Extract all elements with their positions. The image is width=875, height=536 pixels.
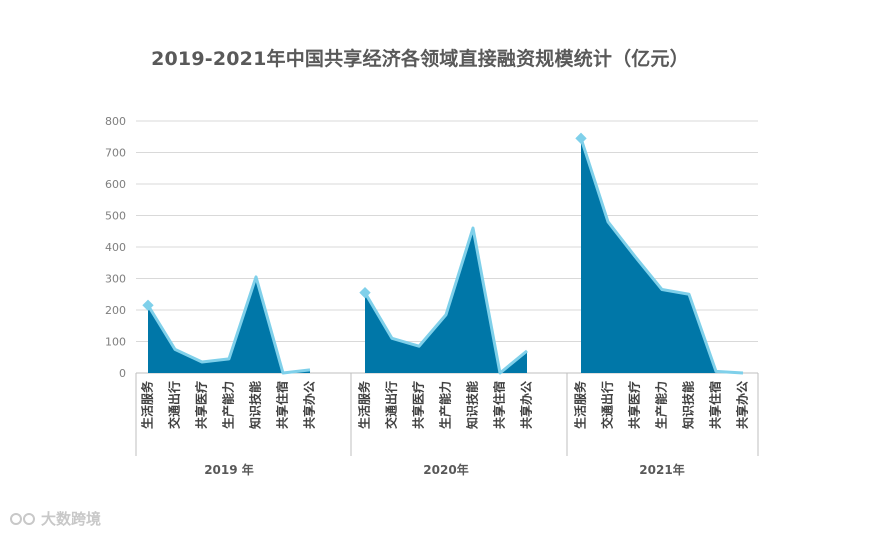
area-series-0	[148, 276, 310, 373]
chart-title: 2019-2021年中国共享经济各领域直接融资规模统计（亿元）	[151, 48, 689, 70]
data-marker	[575, 132, 587, 144]
y-tick-label: 200	[105, 304, 126, 317]
group-label: 2020年	[423, 462, 468, 477]
y-axis-ticks: 0 100 200 300 400 500 600 700 800	[105, 115, 126, 380]
category-label: 共享办公	[519, 381, 534, 429]
category-label: 生活服务	[573, 380, 588, 429]
category-label: 共享办公	[302, 381, 317, 429]
category-label: 生产能力	[221, 381, 236, 429]
category-label: 共享住宿	[492, 381, 507, 429]
category-label: 生产能力	[654, 381, 669, 429]
y-tick-label: 400	[105, 241, 126, 254]
group-label: 2021年	[639, 462, 684, 477]
category-label: 共享办公	[735, 381, 750, 429]
category-label: 生活服务	[140, 380, 155, 429]
category-label: 知识技能	[681, 381, 696, 430]
category-labels: 生活服务 交通出行 共享医疗 生产能力 知识技能 共享住宿 共享办公 生活服务 交通出行 共享医疗…	[140, 380, 750, 430]
category-label: 知识技能	[465, 381, 480, 430]
y-tick-label: 300	[105, 273, 126, 286]
category-label: 共享住宿	[275, 381, 290, 429]
category-label: 交通出行	[384, 381, 399, 429]
group-labels: 2019 年 2020年 2021年	[204, 462, 684, 477]
data-marker	[359, 287, 371, 299]
category-label: 交通出行	[600, 381, 615, 429]
area-outline-0	[146, 275, 311, 375]
category-label: 共享医疗	[411, 381, 426, 429]
y-tick-label: 0	[119, 367, 126, 380]
watermark: 大数跨境	[10, 508, 101, 529]
y-tick-label: 700	[105, 147, 126, 160]
area-outline-1	[363, 226, 528, 375]
area-outline-2	[579, 137, 744, 375]
y-tick-label: 800	[105, 115, 126, 128]
group-label: 2019 年	[204, 462, 254, 477]
category-label: 生产能力	[438, 381, 453, 429]
data-marker	[142, 299, 154, 311]
category-label: 生活服务	[357, 380, 372, 429]
watermark-text: 大数跨境	[41, 510, 102, 528]
category-label: 共享医疗	[627, 381, 642, 429]
area-series-2	[581, 138, 743, 373]
category-label: 交通出行	[167, 381, 182, 429]
category-label: 共享医疗	[194, 381, 209, 429]
area-series	[142, 132, 744, 375]
watermark-logo-icon	[10, 512, 35, 525]
y-tick-label: 500	[105, 210, 126, 223]
y-tick-label: 100	[105, 336, 126, 349]
category-label: 知识技能	[248, 381, 263, 430]
group-dividers	[135, 373, 759, 456]
area-series-1	[365, 228, 527, 373]
category-label: 共享住宿	[708, 381, 723, 429]
y-tick-label: 600	[105, 178, 126, 191]
